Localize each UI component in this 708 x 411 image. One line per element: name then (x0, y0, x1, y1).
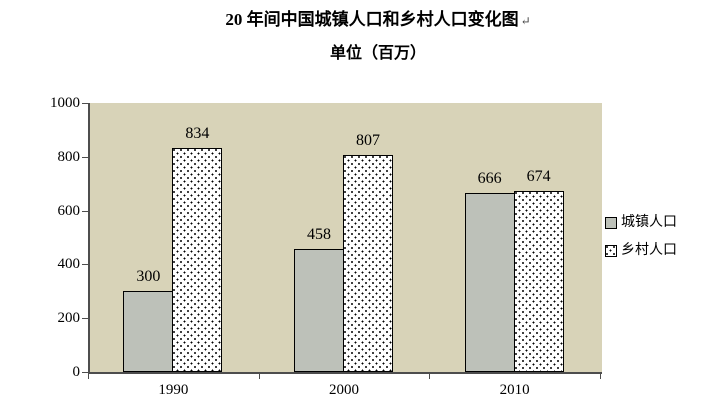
x-tick-mark (600, 374, 601, 379)
y-tick-label: 800 (57, 148, 81, 165)
y-tick-label: 0 (72, 364, 81, 380)
chart-title-line: 20 年间中国城镇人口和乡村人口变化图 ↵ (48, 8, 708, 33)
y-tick-label: 600 (57, 202, 81, 219)
plot-area (88, 103, 602, 374)
y-tick-label: 1000 (50, 95, 80, 111)
y-tick-label: 200 (57, 310, 81, 327)
y-tick-label: 400 (57, 256, 81, 273)
legend-label-rural: 乡村人口 (621, 243, 677, 258)
x-tick-mark (429, 374, 431, 379)
legend: 城镇人口 乡村人口 (605, 212, 677, 268)
chart-title-block: 20 年间中国城镇人口和乡村人口变化图 ↵ 单位（百万） (0, 8, 708, 65)
urban-swatch-icon (605, 217, 617, 229)
chart-subtitle: 单位（百万） (329, 45, 426, 62)
chart-title: 20 年间中国城镇人口和乡村人口变化图 (225, 10, 519, 29)
x-tick-mark (88, 374, 89, 379)
legend-item-rural: 乡村人口 (605, 240, 677, 262)
legend-label-urban: 城镇人口 (621, 215, 677, 230)
x-category-label: 2010 (499, 382, 530, 398)
return-mark-icon: ↵ (520, 14, 531, 28)
legend-item-urban: 城镇人口 (605, 212, 677, 234)
rural-swatch-icon (605, 245, 617, 257)
x-category-label: 1990 (158, 382, 189, 398)
x-category-label: 2000 (329, 382, 359, 398)
x-tick-mark (258, 374, 260, 379)
